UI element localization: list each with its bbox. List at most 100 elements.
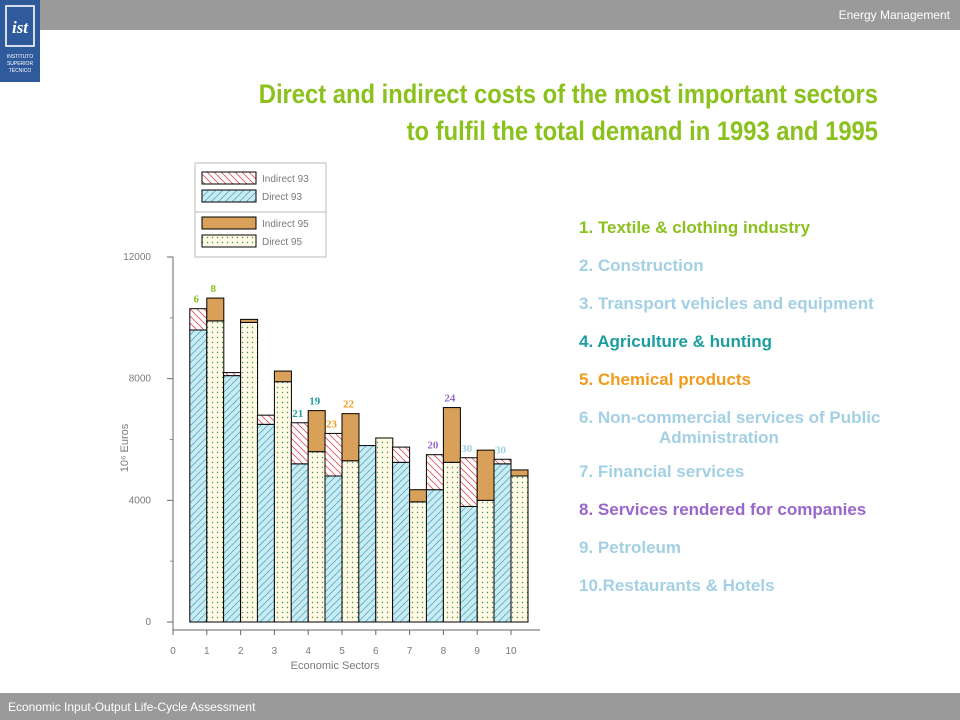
bar-indirect-95 [409, 489, 428, 503]
bar-indirect-95 [510, 469, 529, 477]
x-tick-label: 9 [474, 646, 480, 657]
bar-value-label: 30 [461, 443, 473, 455]
sector-list-item: 9. Petroleum [579, 538, 880, 558]
sector-label: 7. Financial services [579, 462, 745, 481]
ist-logo-mark: ist INSTITUTO SUPERIOR TÉCNICO [5, 5, 35, 74]
chart-value-labels: 68 21 19 23 22 20 24 30 30 [194, 283, 507, 456]
slide-title: Direct and indirect costs of the most im… [158, 76, 878, 150]
legend-swatch [201, 171, 257, 185]
bar-direct-95 [307, 451, 326, 623]
bar-value-label: 30 [495, 444, 507, 456]
sector-label: 2. Construction [579, 256, 704, 275]
sector-label: 5. Chemical products [579, 370, 751, 389]
x-tick-label: 6 [373, 646, 379, 657]
bar-indirect-95 [307, 410, 326, 453]
header-label: Energy Management [838, 8, 950, 22]
title-line-2: to fulfil the total demand in 1993 and 1… [406, 116, 878, 146]
bar-direct-95 [206, 320, 225, 623]
top-bar: Energy Management [0, 0, 960, 30]
x-tick-label: 7 [407, 646, 413, 657]
bar-indirect-95 [273, 370, 292, 383]
y-axis-title: 10⁶ Euros [119, 423, 131, 472]
bar-direct-93 [358, 445, 377, 623]
bar-indirect-93 [256, 414, 275, 425]
x-tick-label: 1 [204, 646, 210, 657]
bar-indirect-95 [240, 318, 259, 323]
x-tick-label: 2 [238, 646, 244, 657]
bar-indirect-93 [392, 446, 411, 463]
sector-list-item: 4. Agriculture & hunting [579, 332, 880, 352]
bar-indirect-93 [290, 422, 309, 465]
bar-indirect-93 [189, 308, 208, 331]
bar-value-label: 23 [326, 418, 338, 430]
sector-list-item: 3. Transport vehicles and equipment [579, 294, 880, 314]
bar-direct-95 [409, 501, 428, 623]
x-tick-label: 8 [441, 646, 447, 657]
bar-direct-95 [341, 460, 360, 623]
bar-direct-95 [442, 461, 461, 623]
sector-label: 6. Non-commercial services of Public [579, 408, 881, 427]
bar-direct-95 [510, 475, 529, 623]
bar-value-label: 24 [444, 393, 456, 405]
legend-swatch [201, 216, 257, 230]
chart-bars [189, 297, 529, 623]
bar-indirect-95 [442, 407, 461, 463]
bar-value-label: 22 [343, 399, 355, 411]
bar-value-label: 6 [194, 294, 200, 306]
legend-label: Indirect 95 [262, 219, 309, 230]
chart-legend: Indirect 93 Direct 93 Indirect 95 Direct 95 [194, 162, 327, 258]
sector-label-continued: Administration [659, 428, 779, 447]
bar-value-label: 21 [292, 408, 303, 420]
sector-list-item: 6. Non-commercial services of Public Admi… [579, 408, 880, 448]
sector-list-item: 5. Chemical products [579, 370, 880, 390]
bar-value-label: 19 [309, 396, 321, 408]
sector-list-item: 8. Services rendered for companies [579, 500, 880, 520]
bar-indirect-93 [425, 454, 444, 491]
x-tick-label: 3 [272, 646, 278, 657]
footer-label: Economic Input-Output Life-Cycle Assessm… [8, 700, 256, 714]
logo-subtext-1: INSTITUTO [7, 54, 33, 60]
bar-value-label: 20 [427, 440, 439, 452]
x-tick-label: 5 [339, 646, 345, 657]
bar-indirect-93 [459, 457, 478, 507]
bar-indirect-95 [341, 413, 360, 462]
sector-list-item: 1. Textile & clothing industry [579, 218, 880, 238]
logo-subtext-3: TÉCNICO [9, 67, 32, 74]
x-tick-label: 0 [170, 646, 176, 657]
sector-label: 9. Petroleum [579, 538, 682, 557]
logo-subtext-2: SUPERIOR [7, 61, 34, 67]
y-tick-label: 8000 [129, 374, 152, 385]
bar-direct-93 [256, 423, 275, 623]
bar-direct-95 [240, 321, 259, 623]
bar-direct-93 [425, 489, 444, 623]
legend-label: Direct 95 [262, 237, 302, 248]
bar-direct-93 [290, 463, 309, 623]
bar-direct-93 [324, 475, 343, 623]
bar-direct-93 [392, 461, 411, 623]
bar-direct-93 [493, 463, 512, 623]
sector-list: 1. Textile & clothing industry 2. Constru… [579, 218, 880, 614]
ist-logo: ist INSTITUTO SUPERIOR TÉCNICO [0, 0, 40, 82]
x-tick-label: 4 [305, 646, 311, 657]
bar-direct-93 [459, 505, 478, 623]
y-tick-label: 12000 [123, 252, 151, 263]
bar-direct-95 [476, 499, 495, 623]
bar-direct-95 [375, 437, 394, 623]
bar-indirect-95 [476, 449, 495, 501]
legend-swatch [201, 234, 257, 248]
legend-label: Indirect 93 [262, 174, 309, 185]
bar-indirect-95 [206, 297, 225, 322]
y-tick-label: 4000 [129, 495, 152, 506]
bar-indirect-93 [324, 432, 343, 477]
sector-label: 3. Transport vehicles and equipment [579, 294, 874, 313]
bar-indirect-93 [223, 372, 242, 377]
x-tick-label: 10 [505, 646, 517, 657]
legend-swatch [201, 189, 257, 203]
sector-label: 10.Restaurants & Hotels [579, 576, 775, 595]
bar-indirect-93 [493, 458, 512, 465]
sector-list-item: 2. Construction [579, 256, 880, 276]
bottom-bar: Economic Input-Output Life-Cycle Assessm… [0, 693, 960, 720]
bar-direct-93 [189, 329, 208, 623]
